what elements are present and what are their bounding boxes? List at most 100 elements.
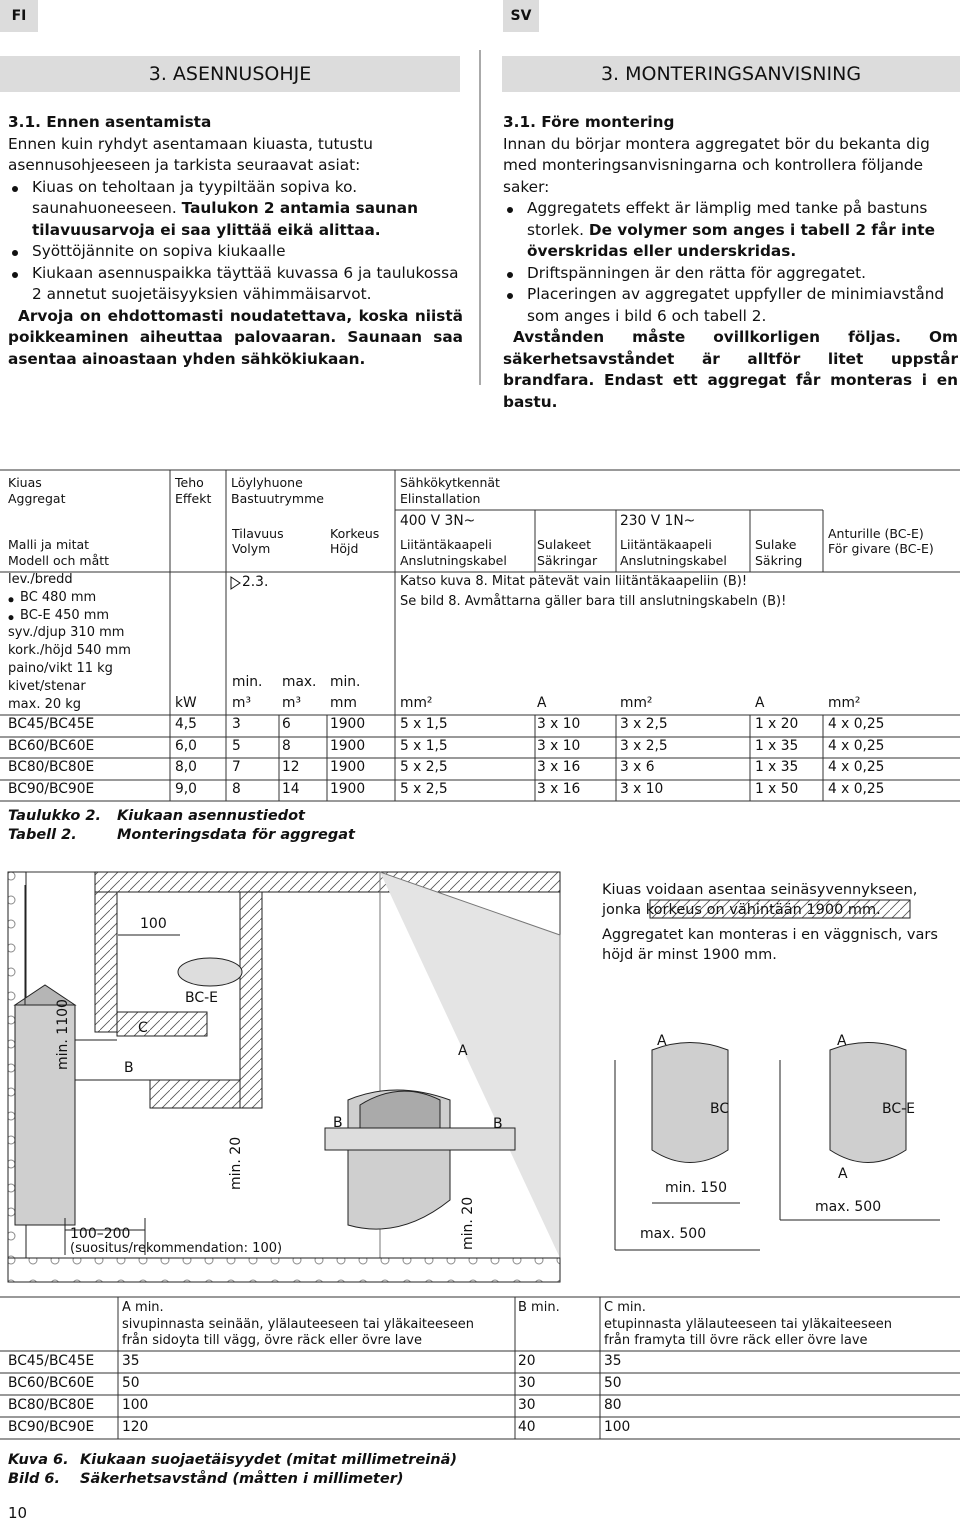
subheading: 3.1. Före montering [503,113,675,131]
figure-label: A [657,1033,667,1049]
table-header: Elinstallation [400,491,481,506]
table-cell: BC90/BC90E [8,780,95,797]
bullet [8,597,14,603]
figure-label: max. 500 [640,1226,707,1242]
distance-cell: 80 [604,1397,622,1413]
table-header: Säkring [755,553,803,568]
spec-line: max. 20 kg [8,696,82,712]
spec-line: syv./djup 310 mm [8,625,125,641]
table-cell: 4 x 0,25 [828,780,885,797]
spec-line: BC-E 450 mm [20,607,110,623]
unit-label: mm² [620,695,653,711]
table-cell: BC80/BC80E [8,759,95,776]
caption-label: Bild 6. [8,1471,61,1487]
bullet-text: Kiukaan asennuspaikka täyttää kuvassa 6 … [32,263,459,304]
table-header: Sulakeet [537,537,592,552]
text-column: 3.1. Före montering Innan du börjar monte… [503,112,958,413]
spec-line: BC 480 mm [20,589,97,605]
subheading: 3.1. Ennen asentamista [8,113,212,131]
bullet-item: Aggregatets effekt är lämplig med tanke … [503,198,958,263]
table-cell: 12 [282,759,300,776]
table-cell: BC45/BC45E [8,716,95,732]
table-header: Tilavuus [232,526,284,541]
figure-label: BC-E [882,1101,916,1117]
table-header: Sulake [755,537,797,552]
table-header: Bastuutrymme [231,491,324,506]
distance-header: B min. [518,1300,560,1315]
table-cell: 14 [282,780,300,797]
table-header: Anslutningskabel [400,553,507,568]
distance-cell: 40 [518,1419,536,1435]
table-header: Modell och mått [8,553,110,568]
unit-label: mm² [400,695,433,711]
figure-label: 100–200 [70,1226,131,1242]
table-header: Kiuas [8,475,42,490]
warning: Arvoja on ehdottomasti noudatettava, kos… [8,306,463,368]
distance-cell: 20 [518,1353,536,1369]
bullet-item: Kiukaan asennuspaikka täyttää kuvassa 6 … [8,263,463,306]
table-cell: 3 x 10 [537,737,581,754]
caption-text: Kiukaan suojaetäisyydet (mitat millimetr… [80,1452,457,1468]
table-header: Volym [232,541,271,556]
table-header: Anslutningskabel [620,553,727,568]
figure-label: max. 500 [815,1199,882,1215]
figure-label: min. 20 [460,1196,476,1250]
caption-label: Tabell 2. [8,827,77,843]
section-title: 3. MONTERINGSANVISNING [502,56,960,92]
caption-label: Taulukko 2. [8,808,101,824]
figure-label: C [138,1020,148,1036]
section-title: 3. ASENNUSOHJE [0,56,460,92]
figure-label: (suositus/rekommendation: 100) [70,1241,283,1256]
distance-header: A min. [122,1300,164,1315]
table-cell: 3 [232,716,241,732]
table-header: Liitäntäkaapeli [400,537,492,552]
table-cell: 1900 [330,780,366,797]
table-cell: 5 x 2,5 [400,759,448,776]
table-header: Löylyhuone [231,475,303,490]
distance-header: från framyta till övre räck eller övre l… [604,1333,868,1348]
table-note: Se bild 8. Avmåttarna gäller bara till a… [400,594,787,609]
table-cell: 8 [232,780,241,797]
distance-cell: 30 [518,1375,536,1391]
table-cell: 4 x 0,25 [828,716,885,732]
bullet [8,615,14,621]
distance-cell: BC60/BC60E [8,1375,95,1391]
voltage-header: 230 V 1N~ [620,513,696,529]
figure-label: B [493,1116,503,1132]
figure-label: B [124,1060,134,1076]
figure-label: 100 [140,916,167,932]
page-number: 10 [8,1504,28,1522]
table-cell: 5 x 1,5 [400,716,448,732]
bullet-bold-text: De volymer som anges i tabell 2 får inte… [527,220,935,261]
language-tab: FI [0,0,38,32]
table-cell: 9,0 [175,780,197,797]
figure-note: Kiuas voidaan asentaa seinäsyvennykseen,… [602,882,918,918]
distance-cell: 100 [604,1419,631,1435]
figure-note: Aggregatet kan monteras i en väggnisch, … [602,927,938,963]
figure-label: BC [710,1101,730,1117]
bullet-text: Kiuas on teholtaan ja tyypiltään sopiva … [32,177,358,218]
distance-header: från sidoyta till vägg, övre räck eller … [122,1333,422,1348]
bullet-item: Driftspänningen är den rätta för aggrega… [503,263,958,285]
table-cell: 8 [282,737,291,754]
distance-cell: 30 [518,1397,536,1413]
distance-cell: BC80/BC80E [8,1397,95,1413]
table-cell: 5 x 1,5 [400,737,448,754]
table-header: Korkeus [330,526,380,541]
table-note: Katso kuva 8. Mitat pätevät vain liitänt… [400,574,748,589]
unit-label: A [755,695,765,711]
distance-cell: 50 [604,1375,622,1391]
distance-cell: BC45/BC45E [8,1353,95,1369]
table-header: Sähkökytkennät [400,475,500,490]
table-cell: 5 x 2,5 [400,780,448,797]
warning: Avstånden måste ovillkorligen följas. Om… [503,328,958,411]
figure-label: A [458,1043,468,1059]
bullet-list: Kiuas on teholtaan ja tyypiltään sopiva … [8,177,463,306]
table-cell: 1900 [330,759,366,776]
bullet-item: Placeringen av aggregatet uppfyller de m… [503,284,958,327]
distance-cell: 50 [122,1375,140,1391]
caption-label: Kuva 6. [8,1452,69,1468]
table-cell: 3 x 16 [537,780,581,797]
table-header: Malli ja mitat [8,537,90,552]
